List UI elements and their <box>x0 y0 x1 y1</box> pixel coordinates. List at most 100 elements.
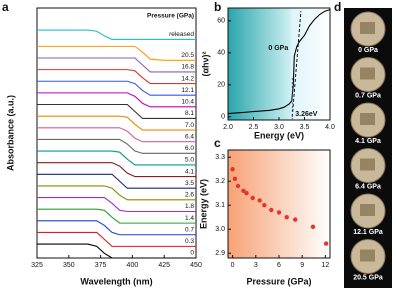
series-label: 1.4 <box>185 215 194 222</box>
series-line <box>37 80 196 96</box>
edge-label: 3.26eV <box>295 111 318 118</box>
data-point <box>232 176 238 181</box>
annotation: 0 GPa <box>268 45 288 52</box>
panel-b-background <box>228 8 330 120</box>
panel-c-background <box>228 150 330 258</box>
legend-title: Pressure (GPa) <box>147 13 194 20</box>
x-axis-label: Pressure (GPa) <box>246 276 311 286</box>
y-tick-label: 0 <box>221 114 225 121</box>
series-label: 10.4 <box>181 99 194 106</box>
series-label: 0 <box>190 250 194 257</box>
y-tick-label: 20 <box>217 82 225 89</box>
photo-label: 6.4 GPa <box>355 183 381 190</box>
series-line <box>37 103 196 120</box>
data-point <box>230 167 235 172</box>
photo-sample <box>360 67 375 80</box>
series-line <box>37 127 196 143</box>
series-line <box>37 208 196 224</box>
data-point <box>310 224 316 229</box>
series-label: 8.1 <box>185 110 194 117</box>
y-tick-label: 60 <box>217 18 225 25</box>
photo-label: 12.1 GPa <box>353 229 383 236</box>
y-tick-label: 40 <box>217 50 225 57</box>
series-line <box>37 162 196 178</box>
panel-label: c <box>214 136 221 150</box>
series-line <box>37 138 196 154</box>
x-tick-label: 2.5 <box>249 124 259 131</box>
y-tick-label: 2.9 <box>215 250 225 257</box>
series-label: 0.7 <box>185 226 194 233</box>
y-tick-label: 3.3 <box>215 154 225 161</box>
photo-sample <box>360 204 375 216</box>
data-point <box>269 207 274 213</box>
x-tick-label: 6 <box>277 262 281 269</box>
series-label: 6.0 <box>185 145 194 152</box>
series-label: 20.5 <box>181 52 194 59</box>
series-line <box>37 45 196 61</box>
x-axis-label: Energy (eV) <box>254 130 304 140</box>
photo-label: 0.7 GPa <box>355 92 381 99</box>
series-label: 7.0 <box>185 122 194 129</box>
series-label: 14.2 <box>181 75 194 82</box>
x-tick-label: 3.5 <box>300 124 310 131</box>
panel-label: d <box>334 0 341 14</box>
x-tick-label: 0 <box>231 262 235 269</box>
series-label: released <box>169 31 194 38</box>
fit-line <box>291 11 302 117</box>
series-line <box>227 9 331 115</box>
x-tick-label: 12 <box>321 262 329 269</box>
data-point <box>235 183 241 189</box>
series-label: 0.3 <box>185 238 194 245</box>
series-line <box>37 243 196 259</box>
series-line <box>37 29 196 40</box>
y-tick-label: 3.0 <box>215 226 225 233</box>
photo-sample <box>360 249 375 262</box>
panel-label: a <box>2 0 9 14</box>
data-point <box>244 191 249 196</box>
photo-sample <box>360 158 375 171</box>
series-line <box>37 115 196 131</box>
x-tick-label: 2.0 <box>223 124 233 131</box>
y-axis-label: Energy (eV) <box>198 179 208 229</box>
x-tick-label: 425 <box>158 262 170 269</box>
series-label: 16.8 <box>181 64 194 71</box>
series-line <box>37 57 196 73</box>
data-point <box>276 210 282 215</box>
data-point <box>284 215 289 220</box>
panel-label: b <box>214 0 221 14</box>
photo-sample <box>360 113 375 125</box>
y-tick-label: 3.1 <box>215 202 225 209</box>
x-tick-label: 325 <box>31 262 43 269</box>
x-tick-label: 350 <box>63 262 75 269</box>
y-tick-label: 3.2 <box>215 178 225 185</box>
data-point <box>323 241 329 246</box>
series-label: 1.8 <box>185 203 194 210</box>
x-axis-label: Wavelength (nm) <box>80 276 152 286</box>
photo-sample <box>360 22 375 34</box>
series-label: 4.1 <box>185 168 194 175</box>
series-line <box>37 185 196 201</box>
series-line <box>37 196 196 213</box>
series-line <box>37 150 196 166</box>
x-tick-label: 400 <box>127 262 139 269</box>
data-point <box>262 203 267 208</box>
photo-label: 4.1 GPa <box>355 138 381 145</box>
x-tick-label: 3 <box>254 262 258 269</box>
data-point <box>293 217 298 222</box>
x-tick-label: 4.0 <box>325 124 335 131</box>
series-label: 6.4 <box>185 133 194 140</box>
x-tick-label: 9 <box>300 262 304 269</box>
photo-label: 0 GPa <box>358 47 378 54</box>
series-line <box>37 173 196 189</box>
series-label: 5.0 <box>185 157 194 164</box>
series-line <box>37 231 196 247</box>
y-axis-label: Absorbance (a.u.) <box>5 95 15 171</box>
y-axis-label: (αhν)² <box>200 51 210 76</box>
series-line <box>37 92 196 108</box>
series-line <box>37 220 196 236</box>
series-line <box>37 69 196 85</box>
series-label: 12.1 <box>181 87 194 94</box>
series-label: 3.5 <box>185 180 194 187</box>
x-tick-label: 3.0 <box>274 124 284 131</box>
